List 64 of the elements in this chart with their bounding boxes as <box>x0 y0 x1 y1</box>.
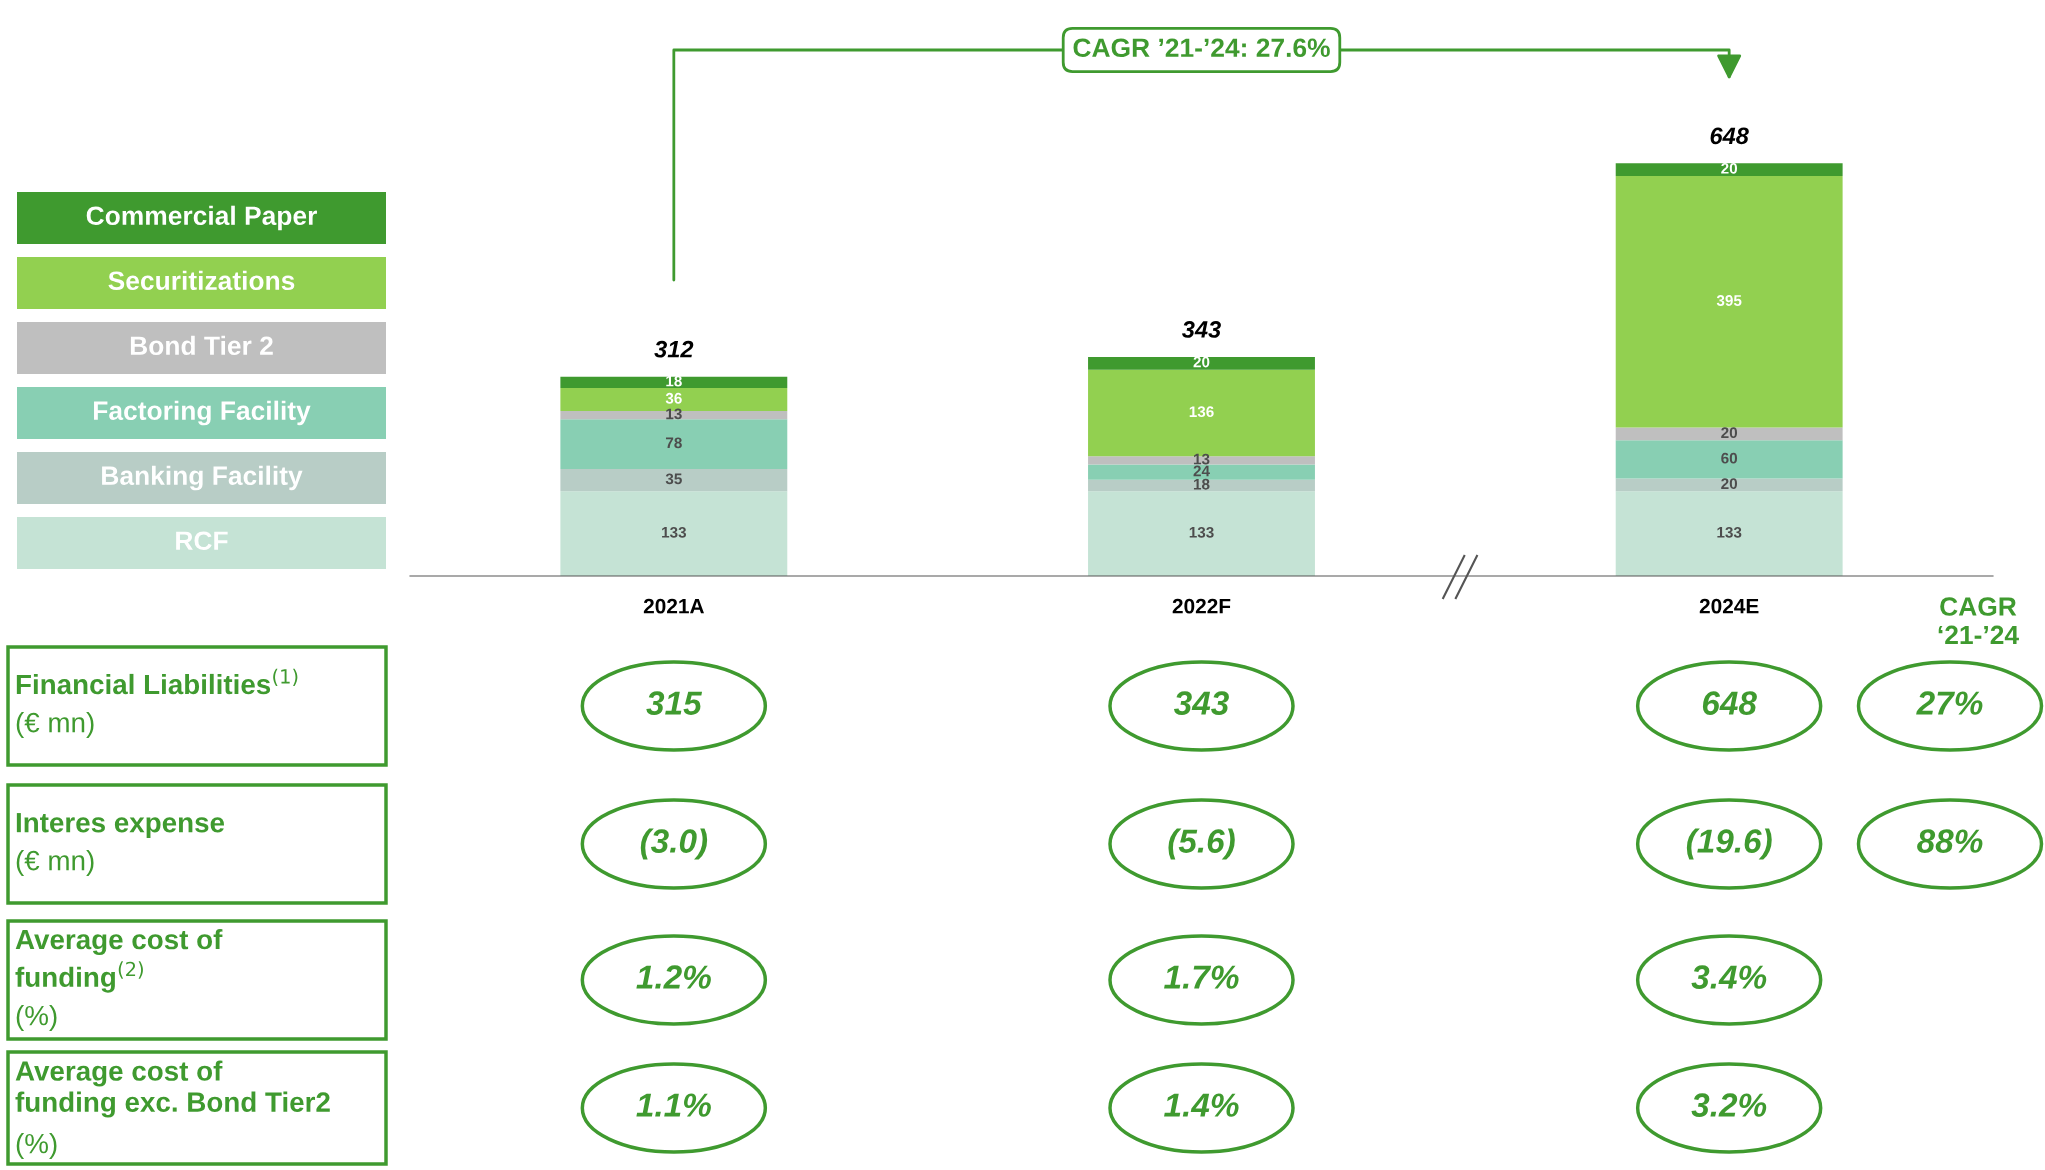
data-label: 13 <box>666 408 682 420</box>
text: Securitizations <box>108 270 295 291</box>
bar <box>1088 356 1315 370</box>
data-label: 133 <box>662 526 687 538</box>
text: CAGR ’21-’24: 27.6% <box>1073 38 1330 58</box>
data-label: 136 <box>1189 406 1214 418</box>
text: 1.4% <box>1164 1093 1239 1117</box>
bar <box>1615 427 1843 441</box>
data-label: 60 <box>1721 452 1738 464</box>
bar <box>1615 491 1843 576</box>
bar <box>560 491 788 576</box>
bar <box>1615 176 1843 428</box>
bar <box>1088 479 1315 492</box>
data-label: 13 <box>1193 453 1210 465</box>
data-label: 18 <box>666 375 682 387</box>
bar <box>1088 464 1315 480</box>
text: Bond Tier 2 <box>130 335 273 356</box>
text: (19.6) <box>1686 828 1772 860</box>
data-label: 395 <box>1716 295 1742 306</box>
total-label: 648 <box>1710 127 1749 145</box>
x-tick-label: 2024E <box>1699 598 1759 614</box>
text: Average cost of funding exc. Bond Tier2 (%) <box>15 1060 330 1159</box>
text: Average cost of funding$^{(2)}$ (%) <box>15 928 223 1031</box>
text: Factoring Facility <box>94 400 311 426</box>
bar <box>1615 478 1843 492</box>
text: 648 <box>1702 691 1757 715</box>
text: RCF <box>176 531 228 551</box>
text: Interes expense (€ mn) <box>16 813 225 876</box>
text: 1.1% <box>636 1093 711 1117</box>
bar <box>1615 163 1843 177</box>
total-label: 312 <box>654 340 694 358</box>
text: 1.2% <box>636 965 711 989</box>
text: Commercial Paper <box>86 205 317 231</box>
text: (3.0) <box>640 828 708 860</box>
x-tick-label: 2022F <box>1172 598 1231 614</box>
data-label: 133 <box>1717 526 1742 538</box>
text: 1.7% <box>1164 965 1239 989</box>
data-label: 20 <box>1721 162 1738 174</box>
text: CAGR ‘21-’24 <box>1938 597 2019 645</box>
data-label: 20 <box>1721 427 1738 439</box>
data-label: 133 <box>1189 526 1214 538</box>
total-label: 343 <box>1181 321 1221 338</box>
text: 315 <box>646 691 703 715</box>
text: Banking Facility <box>102 465 303 491</box>
text: 343 <box>1173 691 1229 715</box>
x-tick-label: 2021A <box>643 598 704 614</box>
data-label: 35 <box>665 473 682 485</box>
data-label: 18 <box>1193 478 1210 490</box>
bar <box>1088 491 1315 576</box>
text: 88% <box>1917 829 1983 853</box>
data-label: 20 <box>1193 356 1210 368</box>
bar <box>560 419 788 469</box>
text: 3.4% <box>1691 965 1767 989</box>
text: Financial Liabilities$^{(1)}$ (€ mn) <box>16 668 298 738</box>
text: (5.6) <box>1168 828 1235 860</box>
text: 3.2% <box>1691 1093 1767 1117</box>
bar <box>1615 440 1843 479</box>
data-label: 20 <box>1721 478 1738 490</box>
text: 27% <box>1916 691 1983 715</box>
data-label: 24 <box>1193 465 1210 477</box>
bar <box>560 469 788 492</box>
data-label: 36 <box>665 392 682 404</box>
bar <box>560 376 788 389</box>
data-label: 78 <box>665 437 682 449</box>
